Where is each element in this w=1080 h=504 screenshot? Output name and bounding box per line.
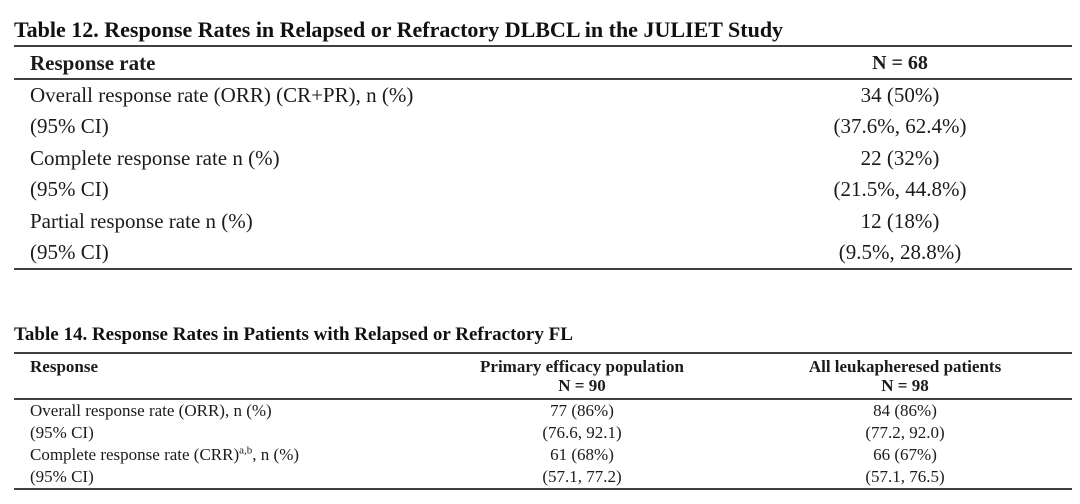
row-value: 22 (32%) — [860, 146, 940, 170]
table14-body: Overall response rate (ORR), n (%) 77 (8… — [14, 399, 1072, 489]
table-row: (95% CI) (57.1, 77.2) (57.1, 76.5) — [14, 466, 1072, 489]
row-label: (95% CI) — [30, 177, 109, 201]
row-label: Complete response rate n (%) — [30, 146, 280, 170]
row-label: Complete response rate (CRR)a,b, n (%) — [14, 444, 426, 466]
column-group-label: Primary efficacy population — [480, 357, 684, 376]
column-group-label: All leukapheresed patients — [808, 357, 1002, 376]
row-value-primary: (76.6, 92.1) — [542, 423, 622, 442]
row-label: (95% CI) — [30, 240, 109, 264]
row-label: (95% CI) — [30, 114, 109, 138]
row-value-all: 66 (67%) — [873, 445, 937, 464]
table14-header: Response Primary efficacy population N =… — [14, 353, 1072, 400]
row-value: (21.5%, 44.8%) — [833, 177, 967, 201]
row-value-primary: (57.1, 77.2) — [542, 467, 622, 486]
table-row: (95% CI) (21.5%, 44.8%) — [14, 174, 1072, 205]
table-row: Overall response rate (ORR) (CR+PR), n (… — [14, 79, 1072, 111]
table-header-row: Response Primary efficacy population N =… — [14, 353, 1072, 400]
row-value-primary: 77 (86%) — [550, 401, 614, 420]
row-label: Overall response rate (ORR) (CR+PR), n (… — [30, 83, 414, 107]
table14-title: Table 14. Response Rates in Patients wit… — [14, 324, 573, 345]
table12: Response rate N = 68 Overall response ra… — [14, 45, 1072, 270]
table14-header-leukapheresed-patients: All leukapheresed patients N = 98 — [738, 353, 1072, 400]
table14: Response Primary efficacy population N =… — [14, 352, 1072, 490]
row-value: (37.6%, 62.4%) — [833, 114, 967, 138]
row-value-primary: 61 (68%) — [550, 445, 614, 464]
table-row: (95% CI) (37.6%, 62.4%) — [14, 111, 1072, 142]
row-value: (9.5%, 28.8%) — [838, 240, 962, 264]
row-label-text: Complete response rate (CRR) — [30, 445, 240, 464]
table14-header-response: Response — [14, 353, 426, 400]
table-header-row: Response rate N = 68 — [14, 46, 1072, 80]
row-label: (95% CI) — [30, 467, 94, 486]
column-n-label: N = 98 — [881, 376, 929, 395]
table12-header-n: N = 68 — [728, 46, 1072, 80]
row-value: 12 (18%) — [860, 209, 940, 233]
table12-header-response-rate: Response rate — [14, 46, 728, 80]
table-row: Overall response rate (ORR), n (%) 77 (8… — [14, 399, 1072, 422]
document-page: Table 12. Response Rates in Relapsed or … — [14, 17, 1072, 490]
table-row: Complete response rate n (%) 22 (32%) — [14, 142, 1072, 174]
row-value: 34 (50%) — [860, 83, 940, 107]
table12-body: Overall response rate (ORR) (CR+PR), n (… — [14, 79, 1072, 269]
row-value-all: (57.1, 76.5) — [865, 467, 945, 486]
table-row: Complete response rate (CRR)a,b, n (%) 6… — [14, 444, 1072, 466]
table-row: (95% CI) (76.6, 92.1) (77.2, 92.0) — [14, 422, 1072, 444]
table14-header-primary-population: Primary efficacy population N = 90 — [426, 353, 738, 400]
row-value-all: 84 (86%) — [873, 401, 937, 420]
row-label: Partial response rate n (%) — [30, 209, 253, 233]
row-label: Overall response rate (ORR), n (%) — [30, 401, 272, 420]
row-label-text: , n (%) — [252, 445, 300, 464]
table12-header: Response rate N = 68 — [14, 46, 1072, 80]
table-row: Partial response rate n (%) 12 (18%) — [14, 205, 1072, 237]
column-n-label: N = 90 — [558, 376, 606, 395]
footnote-marker: a,b — [239, 444, 253, 457]
row-value-all: (77.2, 92.0) — [865, 423, 945, 442]
table12-title: Table 12. Response Rates in Relapsed or … — [14, 17, 784, 42]
table-row: (95% CI) (9.5%, 28.8%) — [14, 237, 1072, 269]
row-label: (95% CI) — [30, 423, 94, 442]
